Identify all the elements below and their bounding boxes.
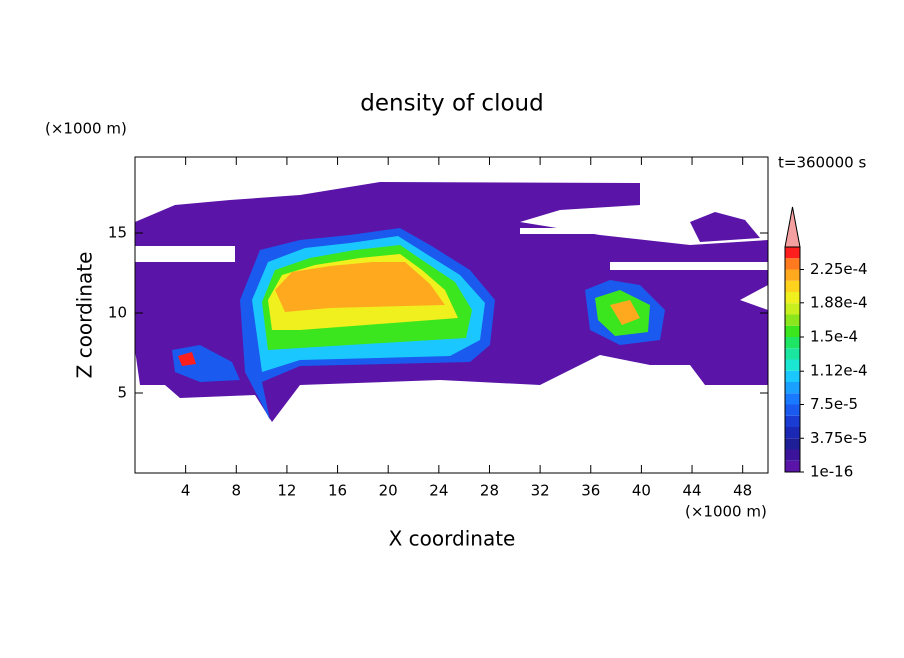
colorbar-tick-label: 7.5e-5 [810,395,858,413]
colorbar-band [785,292,800,304]
x-tick-label: 8 [232,482,242,500]
colorbar-tick-label: 1.12e-4 [810,362,868,380]
cloud-region [178,352,196,366]
colorbar-band [785,393,800,405]
cloud-region [690,212,760,242]
colorbar-band [785,404,800,416]
x-tick-label: 12 [277,482,296,500]
x-tick-label: 32 [531,482,550,500]
colorbar-band [785,449,800,461]
x-tick-label: 28 [480,482,499,500]
chart-title: density of cloud [360,91,543,117]
x-tick-label: 48 [733,482,752,500]
colorbar-tick-label: 2.25e-4 [810,260,868,278]
colorbar-band [785,382,800,394]
colorbar-band [785,348,800,360]
y-unit: (×1000 m) [45,120,127,138]
colorbar-band [785,269,800,281]
colorbar-frame [784,246,801,473]
colorbar-band [785,247,800,259]
x-tick-label: 36 [581,482,600,500]
colorbar-band [785,415,800,427]
clear-sky-gap [135,246,235,262]
colorbar-band [785,427,800,439]
colorbar-band [785,460,800,472]
x-tick-label: 24 [429,482,448,500]
colorbar-band [785,370,800,382]
cloud-region [610,300,640,325]
y-tick-label: 15 [108,224,127,242]
colorbar-tick-label: 1.5e-4 [810,328,858,346]
colorbar-band [785,258,800,270]
x-tick-label: 20 [379,482,398,500]
y-axis-label: Z coordinate [73,252,97,379]
colorbar-band [785,337,800,349]
clear-sky-gap [610,262,768,270]
colorbar-tick-label: 1.88e-4 [810,293,868,311]
colorbar-band [785,303,800,315]
y-tick-label: 10 [108,304,127,322]
colorbar-tick-label: 3.75e-5 [810,429,868,447]
x-tick-label: 4 [181,482,191,500]
colorbar-band [785,314,800,326]
y-tick-label: 5 [117,384,127,402]
clear-sky-gap [520,228,600,234]
colorbar-extension [784,206,801,248]
colorbar-tick-label: 1e-16 [810,463,853,481]
colorbar-band [785,359,800,371]
colorbar-band [785,280,800,292]
x-tick-label: 40 [632,482,651,500]
x-tick-label: 16 [328,482,347,500]
x-tick-label: 44 [682,482,701,500]
x-axis-label: X coordinate [389,527,516,551]
x-unit: (×1000 m) [685,503,767,521]
cloud-region [275,262,445,312]
colorbar-band [785,438,800,450]
plot-frame [134,156,769,474]
colorbar-band [785,325,800,337]
time-annotation: t=360000 s [778,154,866,172]
